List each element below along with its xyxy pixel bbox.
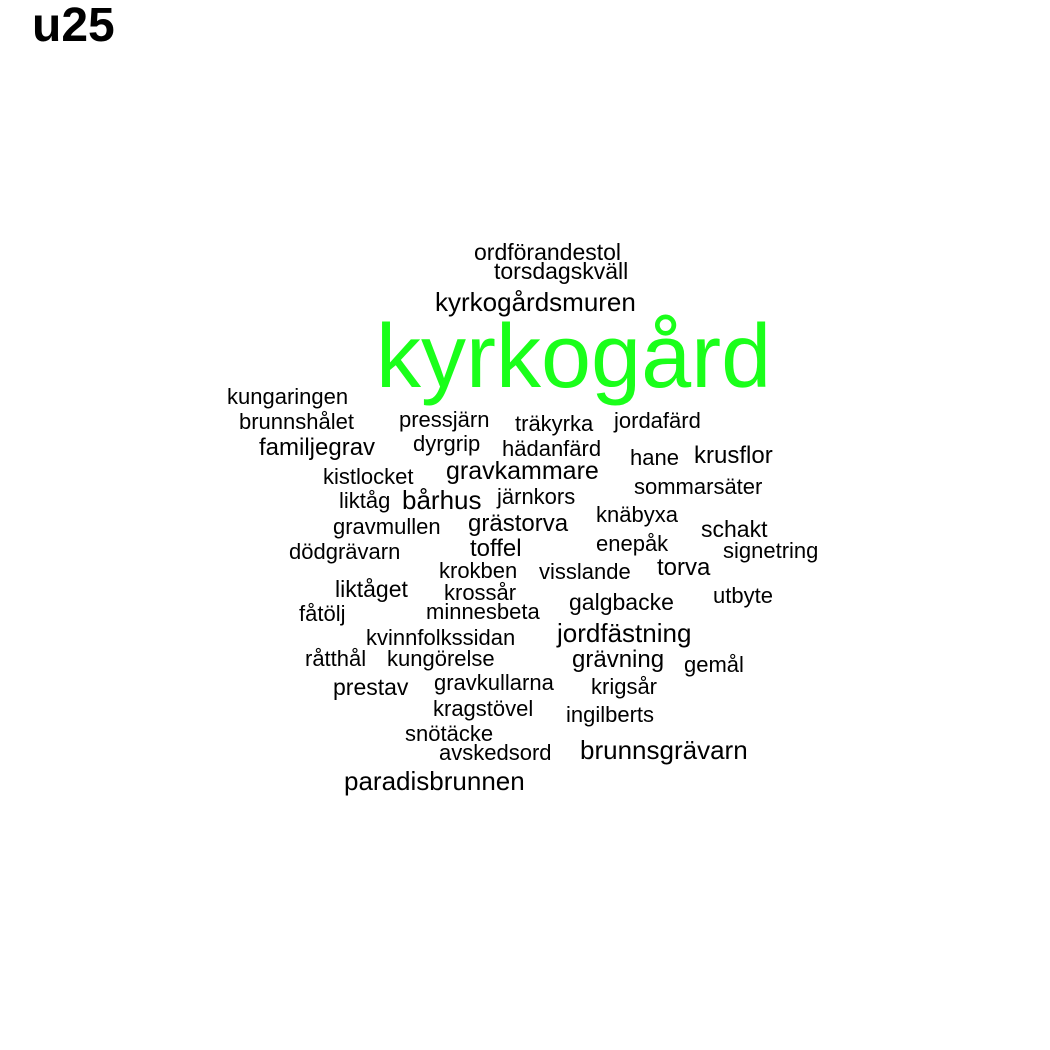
word-järnkors: järnkors <box>497 484 576 509</box>
word-pressjärn: pressjärn <box>399 407 490 432</box>
word-knäbyxa: knäbyxa <box>596 502 678 527</box>
word-gravmullen: gravmullen <box>333 514 441 539</box>
word-kungaringen: kungaringen <box>227 384 349 409</box>
word-torsdagskväll: torsdagskväll <box>494 258 629 284</box>
word-liktåg: liktåg <box>339 488 391 513</box>
word-torva: torva <box>657 554 711 581</box>
word-kistlocket: kistlocket <box>323 464 414 489</box>
word-familjegrav: familjegrav <box>259 434 376 461</box>
word-ingilberts: ingilberts <box>566 702 655 727</box>
word-brunnshålet: brunnshålet <box>239 409 354 434</box>
word-kyrkogård: kyrkogård <box>376 307 772 407</box>
word-kyrkogårdsmuren: kyrkogårdsmuren <box>435 287 636 317</box>
word-minnesbeta: minnesbeta <box>426 599 540 624</box>
word-ordförandestol: ordförandestol <box>474 239 622 265</box>
word-jordfästning: jordfästning <box>557 618 692 648</box>
word-krossår: krossår <box>444 580 517 605</box>
word-enepåk: enepåk <box>596 531 669 556</box>
word-kvinnfolkssidan: kvinnfolkssidan <box>366 625 516 650</box>
word-signetring: signetring <box>723 538 819 563</box>
chart-title: u25 <box>32 0 115 52</box>
word-gravkammare: gravkammare <box>446 457 599 485</box>
word-snötäcke: snötäcke <box>405 721 494 746</box>
word-avskedsord: avskedsord <box>439 740 552 765</box>
word-gemål: gemål <box>684 652 744 677</box>
word-krigsår: krigsår <box>591 674 658 699</box>
word-gravkullarna: gravkullarna <box>434 670 554 695</box>
word-råtthål: råtthål <box>305 646 367 671</box>
word-galgbacke: galgbacke <box>569 589 674 615</box>
word-krokben: krokben <box>439 558 518 583</box>
word-kungörelse: kungörelse <box>387 646 495 671</box>
word-visslande: visslande <box>539 559 631 584</box>
word-grävning: grävning <box>572 646 665 673</box>
word-utbyte: utbyte <box>713 583 773 608</box>
word-träkyrka: träkyrka <box>515 411 594 436</box>
word-grästorva: grästorva <box>468 510 569 537</box>
word-dödgrävarn: dödgrävarn <box>289 539 401 564</box>
word-prestav: prestav <box>333 674 409 700</box>
word-paradisbrunnen: paradisbrunnen <box>344 766 525 796</box>
word-liktåget: liktåget <box>335 576 408 602</box>
word-bårhus: bårhus <box>402 485 482 515</box>
word-brunnsgrävarn: brunnsgrävarn <box>580 735 748 765</box>
word-fåtölj: fåtölj <box>299 601 346 626</box>
word-sommarsäter: sommarsäter <box>634 474 763 499</box>
word-schakt: schakt <box>701 516 768 542</box>
word-toffel: toffel <box>470 535 522 562</box>
word-krusflor: krusflor <box>694 442 773 469</box>
word-dyrgrip: dyrgrip <box>413 431 481 456</box>
word-kragstövel: kragstövel <box>433 696 534 721</box>
word-jordafärd: jordafärd <box>614 408 701 433</box>
word-hane: hane <box>630 445 679 470</box>
word-hädanfärd: hädanfärd <box>502 436 602 461</box>
